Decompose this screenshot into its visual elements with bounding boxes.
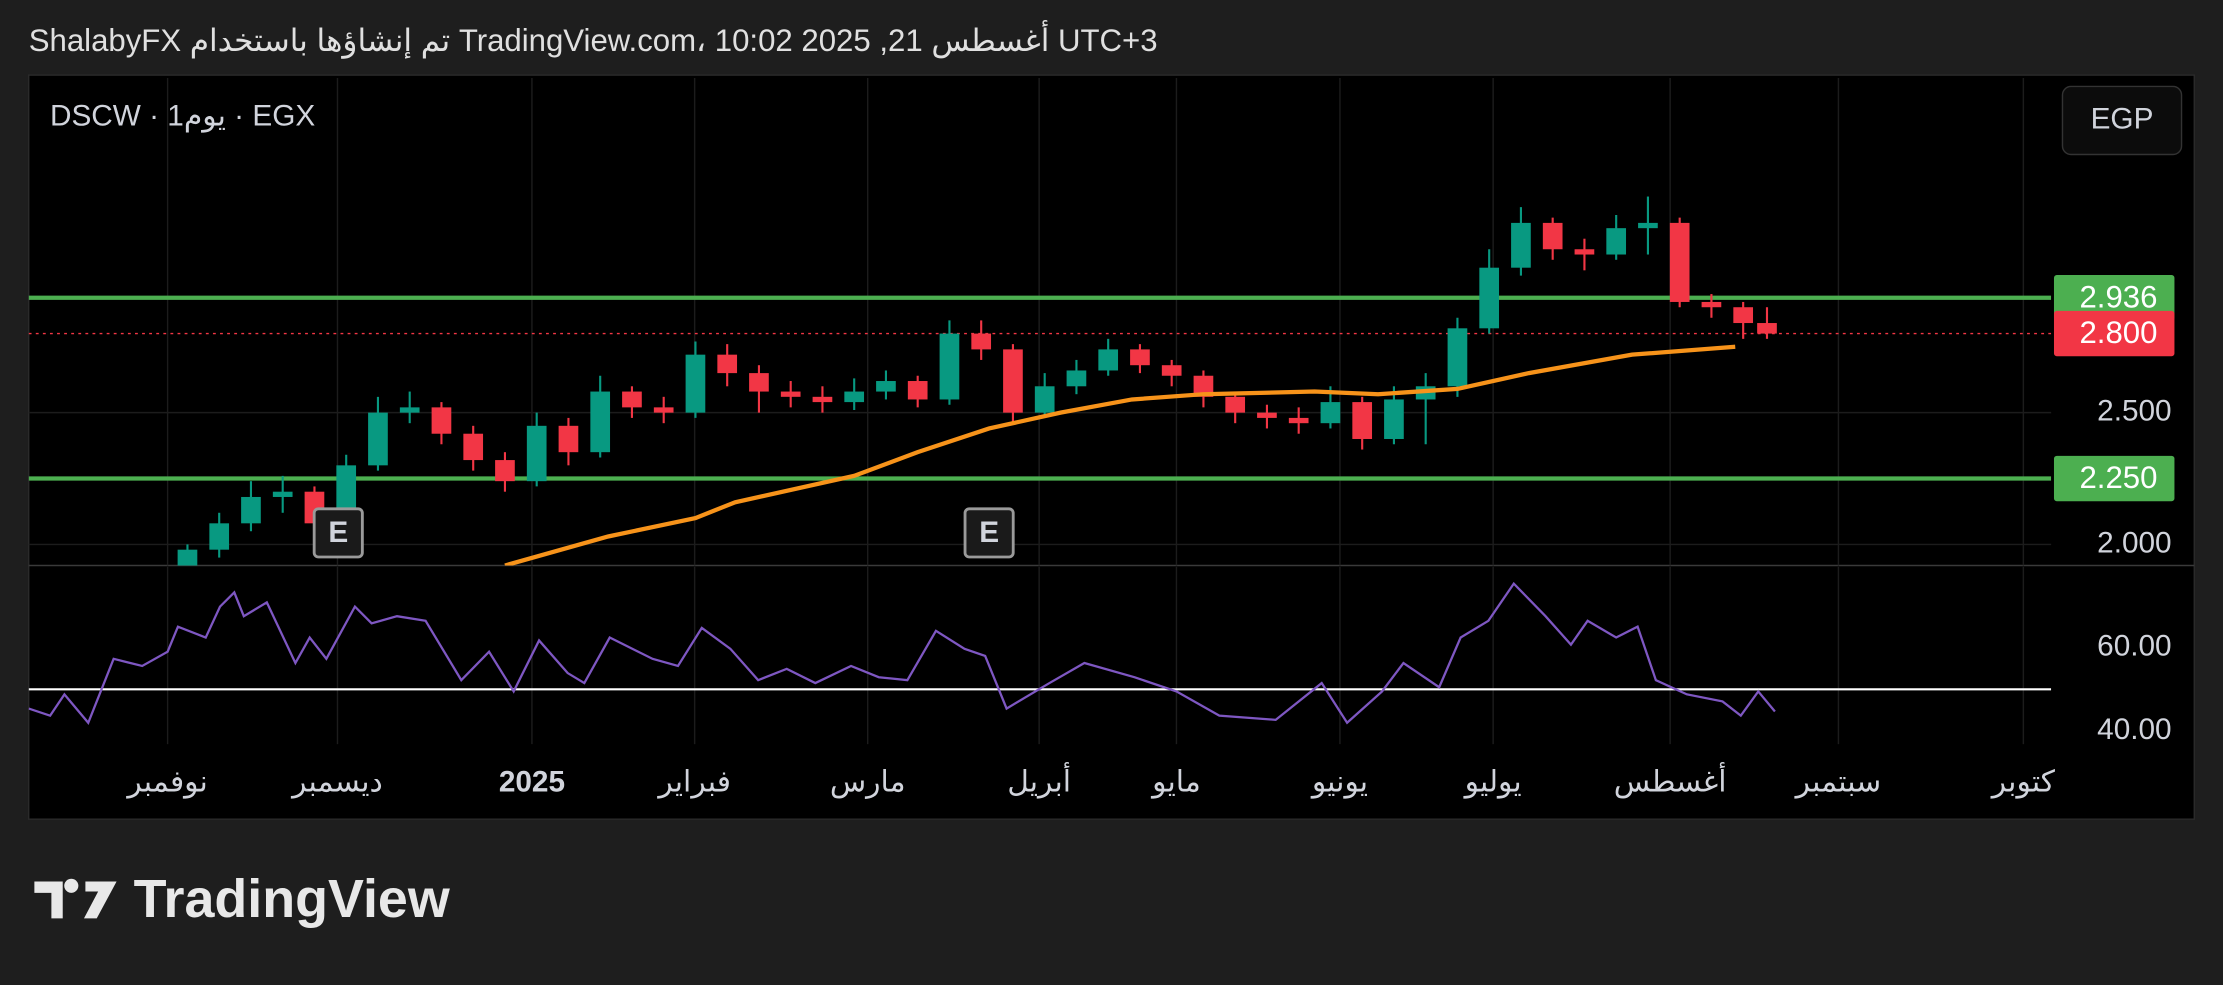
event-marker: [312, 507, 364, 559]
candle-body: [1447, 328, 1468, 387]
level-badge: [2053, 455, 2175, 502]
event-label: E: [328, 516, 348, 549]
event-marker: [963, 507, 1015, 559]
candle-body: [1479, 267, 1500, 329]
last-price-label: 2.800: [2079, 315, 2157, 350]
candle-body: [209, 523, 230, 550]
logo: TradingView: [34, 869, 450, 929]
x-tick-label: نوفمبر: [125, 766, 207, 799]
x-tick-label: يونيو: [1310, 766, 1368, 799]
x-tick-label: كتوبر: [1990, 766, 2056, 799]
chart-panel: [28, 74, 2195, 820]
x-tick-label: مايو: [1150, 766, 1201, 799]
candle-body: [907, 381, 928, 400]
candle-body: [1733, 307, 1754, 324]
candle-body: [1606, 228, 1627, 255]
logo-text: TradingView: [134, 869, 450, 929]
candle-body: [1193, 375, 1214, 397]
currency-label[interactable]: EGP: [2091, 102, 2154, 135]
candle-body: [685, 354, 706, 413]
candle-body: [1384, 399, 1404, 439]
x-tick-label: أغسطس: [1614, 761, 1727, 799]
candle-body: [241, 496, 261, 524]
candle-body: [431, 407, 452, 434]
candle-body: [1574, 249, 1595, 255]
event-label: E: [979, 516, 999, 549]
plot-area: [28, 581, 2052, 725]
candle-body: [1003, 349, 1023, 413]
x-tick-label: 2025: [499, 766, 565, 799]
candle-body: [1257, 412, 1277, 418]
moving-average-line: [504, 344, 1736, 566]
candle-body: [653, 407, 674, 413]
symbol-title: DSCW · 1يوم · EGX: [50, 99, 315, 132]
y-tick-label: 40.00: [2097, 713, 2171, 746]
candle-body: [939, 333, 960, 400]
x-tick-label: يوليو: [1463, 766, 1522, 799]
candle-body: [1288, 417, 1309, 424]
logo-icon: [34, 878, 117, 919]
x-tick-label: أبريل: [1007, 761, 1071, 799]
candle-body: [1542, 222, 1563, 250]
candle-body: [526, 425, 547, 482]
y-tick-label: 2.000: [2097, 526, 2171, 559]
level-label: 2.936: [2079, 279, 2157, 314]
candle-body: [717, 354, 738, 374]
level-badge: [2053, 275, 2175, 321]
header-text: ShalabyFX تم إنشاؤها باستخدام TradingVie…: [29, 20, 1158, 59]
candle-body: [558, 425, 579, 453]
candle-body: [1161, 365, 1182, 376]
candle-body: [1701, 301, 1722, 308]
candle-body: [272, 491, 293, 497]
level-label: 2.250: [2079, 460, 2157, 495]
candle-body: [1352, 402, 1373, 439]
candle-body: [590, 391, 611, 453]
candle-body: [1034, 386, 1055, 413]
y-tick-label: 60.00: [2097, 629, 2171, 662]
rsi-line: [28, 581, 1776, 725]
candle-body: [1757, 323, 1777, 334]
candle-body: [399, 407, 420, 413]
candle-body: [971, 333, 992, 350]
candle-body: [780, 391, 801, 397]
x-tick-label: سبتمبر: [1794, 766, 1881, 799]
candle-body: [1511, 222, 1531, 268]
x-tick-label: ديسمبر: [290, 766, 383, 799]
y-tick-label: 2.500: [2097, 394, 2171, 427]
candle-body: [368, 412, 388, 466]
candle-body: [495, 460, 515, 482]
candle-body: [876, 381, 896, 392]
candle-body: [812, 396, 833, 403]
candle-body: [177, 549, 198, 566]
candle-body: [622, 391, 642, 408]
last-price-badge: [2053, 310, 2175, 357]
currency-button[interactable]: [2061, 85, 2183, 156]
candle-body: [1098, 349, 1119, 371]
candle-body: [749, 373, 769, 392]
x-tick-label: فبراير: [656, 766, 731, 799]
candle-body: [1320, 402, 1341, 424]
candle-body: [1225, 396, 1246, 413]
candle-body: [1130, 349, 1150, 366]
candle-body: [844, 391, 865, 403]
x-tick-label: مارس: [830, 766, 906, 799]
candle-body: [1638, 222, 1658, 229]
candle-body: [463, 433, 484, 461]
candle-body: [1066, 370, 1087, 387]
candle-body: [1669, 222, 1690, 302]
